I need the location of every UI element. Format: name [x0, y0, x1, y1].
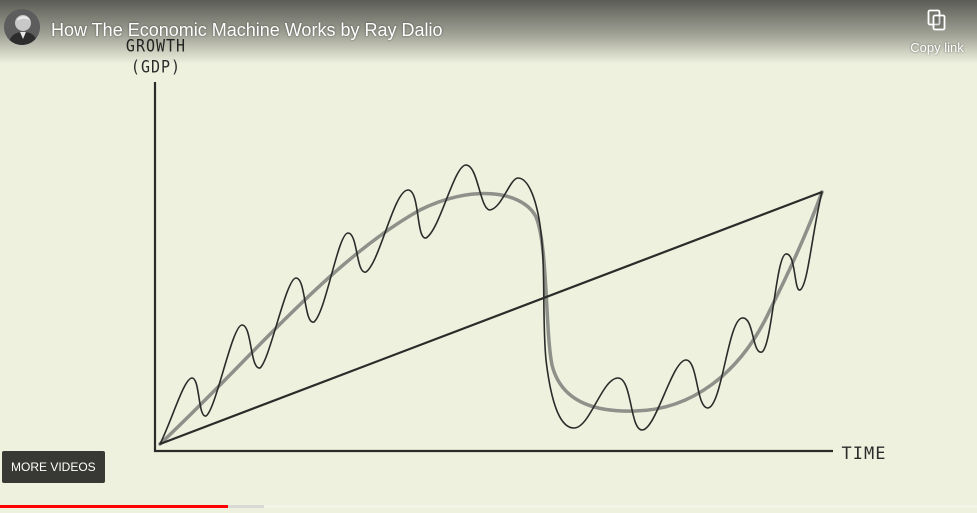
- copy-link-button[interactable]: Copy link: [905, 9, 969, 55]
- progress-played: [0, 505, 228, 508]
- more-videos-button[interactable]: MORE VIDEOS: [2, 451, 105, 483]
- x-axis-label-time: TIME: [842, 444, 887, 464]
- progress-bar[interactable]: [0, 505, 977, 508]
- copy-icon: [927, 9, 946, 31]
- channel-avatar[interactable]: [4, 9, 40, 45]
- video-title[interactable]: How The Economic Machine Works by Ray Da…: [51, 20, 443, 40]
- y-axis-label-gdp: (GDP): [131, 56, 181, 76]
- productivity-trend-line: [159, 190, 823, 446]
- short-term-cycle-curve: [159, 164, 823, 445]
- avatar-portrait-icon: [4, 9, 40, 45]
- copy-link-label: Copy link: [910, 40, 964, 55]
